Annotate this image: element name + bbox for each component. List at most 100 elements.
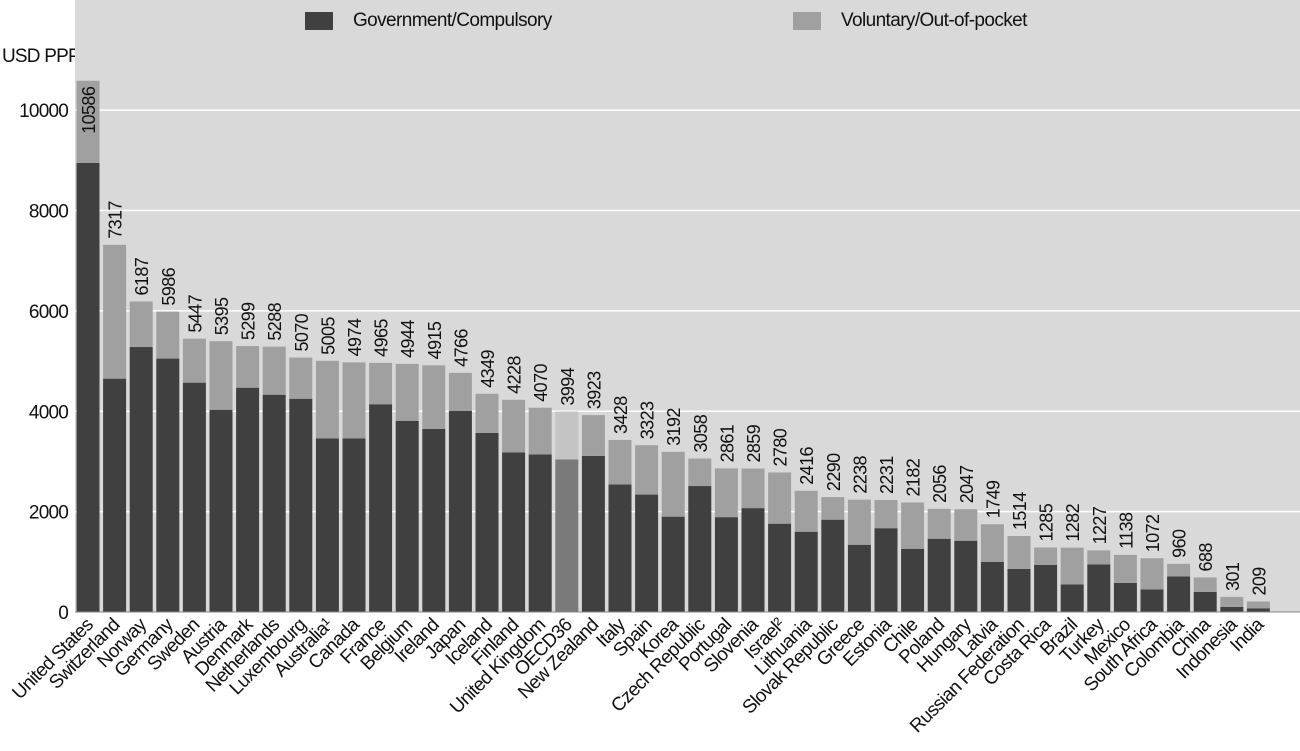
bar-voluntary — [395, 363, 419, 421]
bar-government — [395, 420, 419, 612]
bar-voluntary — [129, 301, 153, 348]
bar-voluntary — [980, 524, 1004, 562]
bar-government — [1220, 606, 1244, 612]
bar-government — [1140, 589, 1164, 612]
bar-government — [794, 531, 818, 612]
bar-voluntary — [608, 439, 632, 485]
bar-government — [209, 409, 233, 612]
bar-government — [954, 540, 978, 612]
bar-voluntary — [289, 357, 313, 399]
bar-total-label: 5070 — [292, 313, 312, 351]
bar-government — [103, 378, 127, 612]
bar-government — [475, 432, 499, 612]
bar-voluntary — [369, 362, 393, 405]
bar-government — [741, 508, 765, 612]
y-tick-label: 4000 — [29, 402, 68, 423]
bar-total-label: 2182 — [904, 458, 924, 496]
bar-voluntary — [76, 80, 100, 163]
bar-total-label: 6187 — [132, 257, 152, 295]
bar-total-label: 7317 — [106, 201, 126, 239]
bar-government — [874, 528, 898, 612]
x-category-label: India — [1226, 614, 1268, 656]
bar-voluntary — [741, 468, 765, 509]
bar-government — [980, 561, 1004, 612]
legend-item-voluntary: Voluntary/Out-of-pocket — [793, 9, 1027, 33]
bar-total-label: 4766 — [451, 329, 471, 367]
bar-voluntary — [1087, 550, 1111, 565]
bar-government — [342, 438, 366, 612]
bar-voluntary — [581, 415, 605, 456]
bar-voluntary — [1167, 563, 1191, 577]
bar-government — [555, 459, 579, 612]
bar-government — [1087, 564, 1111, 612]
bar-total-label: 960 — [1170, 529, 1190, 558]
bar-government — [236, 387, 260, 612]
bar-government — [315, 438, 339, 612]
bar-total-label: 301 — [1223, 562, 1243, 591]
bar-total-label: 1227 — [1090, 506, 1110, 544]
bar-voluntary — [209, 341, 233, 410]
bar-government — [289, 398, 313, 612]
bar-voluntary — [555, 411, 579, 460]
bar-total-label: 2047 — [957, 465, 977, 503]
bar-voluntary — [528, 407, 552, 455]
bar-government — [129, 347, 153, 612]
bar-voluntary — [182, 338, 206, 383]
bar-voluntary — [236, 346, 260, 388]
bar-voluntary — [262, 346, 286, 395]
bar-government — [1007, 568, 1031, 612]
bar-government — [635, 494, 659, 612]
bar-total-label: 3058 — [691, 414, 711, 452]
bar-voluntary — [794, 490, 818, 532]
bar-total-label: 4944 — [398, 320, 418, 358]
bar-government — [901, 548, 925, 612]
bar-voluntary — [768, 472, 792, 524]
bar-total-label: 4228 — [505, 356, 525, 394]
legend-swatch-voluntary — [793, 12, 821, 30]
bar-voluntary — [927, 508, 951, 539]
y-tick-label: 2000 — [29, 503, 68, 524]
bar-total-label: 4349 — [478, 350, 498, 388]
y-tick-label: 8000 — [29, 202, 68, 223]
bar-voluntary — [1220, 596, 1244, 607]
bar-government — [528, 454, 552, 612]
bar-voluntary — [1193, 577, 1217, 592]
bar-total-label: 4070 — [531, 364, 551, 402]
legend-label-voluntary: Voluntary/Out-of-pocket — [841, 10, 1027, 31]
bar-total-label: 3323 — [638, 401, 658, 439]
bar-total-label: 5986 — [159, 267, 179, 305]
legend-swatch-government — [305, 12, 333, 30]
bar-government — [927, 538, 951, 612]
bar-voluntary — [661, 451, 685, 517]
bar-total-label: 1138 — [1116, 512, 1136, 549]
bar-voluntary — [315, 360, 339, 439]
y-axis-unit-label: USD PPP — [2, 46, 81, 67]
bar-total-label: 1072 — [1143, 514, 1163, 552]
bar-voluntary — [847, 499, 871, 545]
bar-total-label: 4915 — [425, 321, 445, 359]
bar-total-label: 5395 — [212, 297, 232, 335]
bar-total-label: 2290 — [824, 453, 844, 491]
bar-government — [661, 516, 685, 612]
legend-label-government: Government/Compulsory — [353, 10, 552, 31]
bar-total-label: 2780 — [771, 428, 791, 466]
bar-voluntary — [954, 509, 978, 541]
bar-total-label: 5447 — [185, 294, 205, 332]
bar-total-label: 5005 — [318, 317, 338, 355]
y-tick-label: 0 — [58, 603, 68, 624]
bar-voluntary — [342, 362, 366, 439]
y-tick-label: 10000 — [19, 101, 68, 122]
bar-government — [262, 394, 286, 612]
bar-total-label: 4965 — [372, 319, 392, 357]
bar-government — [714, 517, 738, 612]
bar-government — [76, 162, 100, 612]
bar-government — [502, 452, 526, 612]
bar-voluntary — [901, 502, 925, 549]
bar-total-label: 2859 — [744, 424, 764, 462]
legend-item-government: Government/Compulsory — [305, 9, 552, 33]
bar-total-label: 3192 — [664, 408, 684, 446]
bar-total-label: 4974 — [345, 318, 365, 356]
bar-government — [1193, 591, 1217, 612]
bar-government — [156, 358, 180, 612]
